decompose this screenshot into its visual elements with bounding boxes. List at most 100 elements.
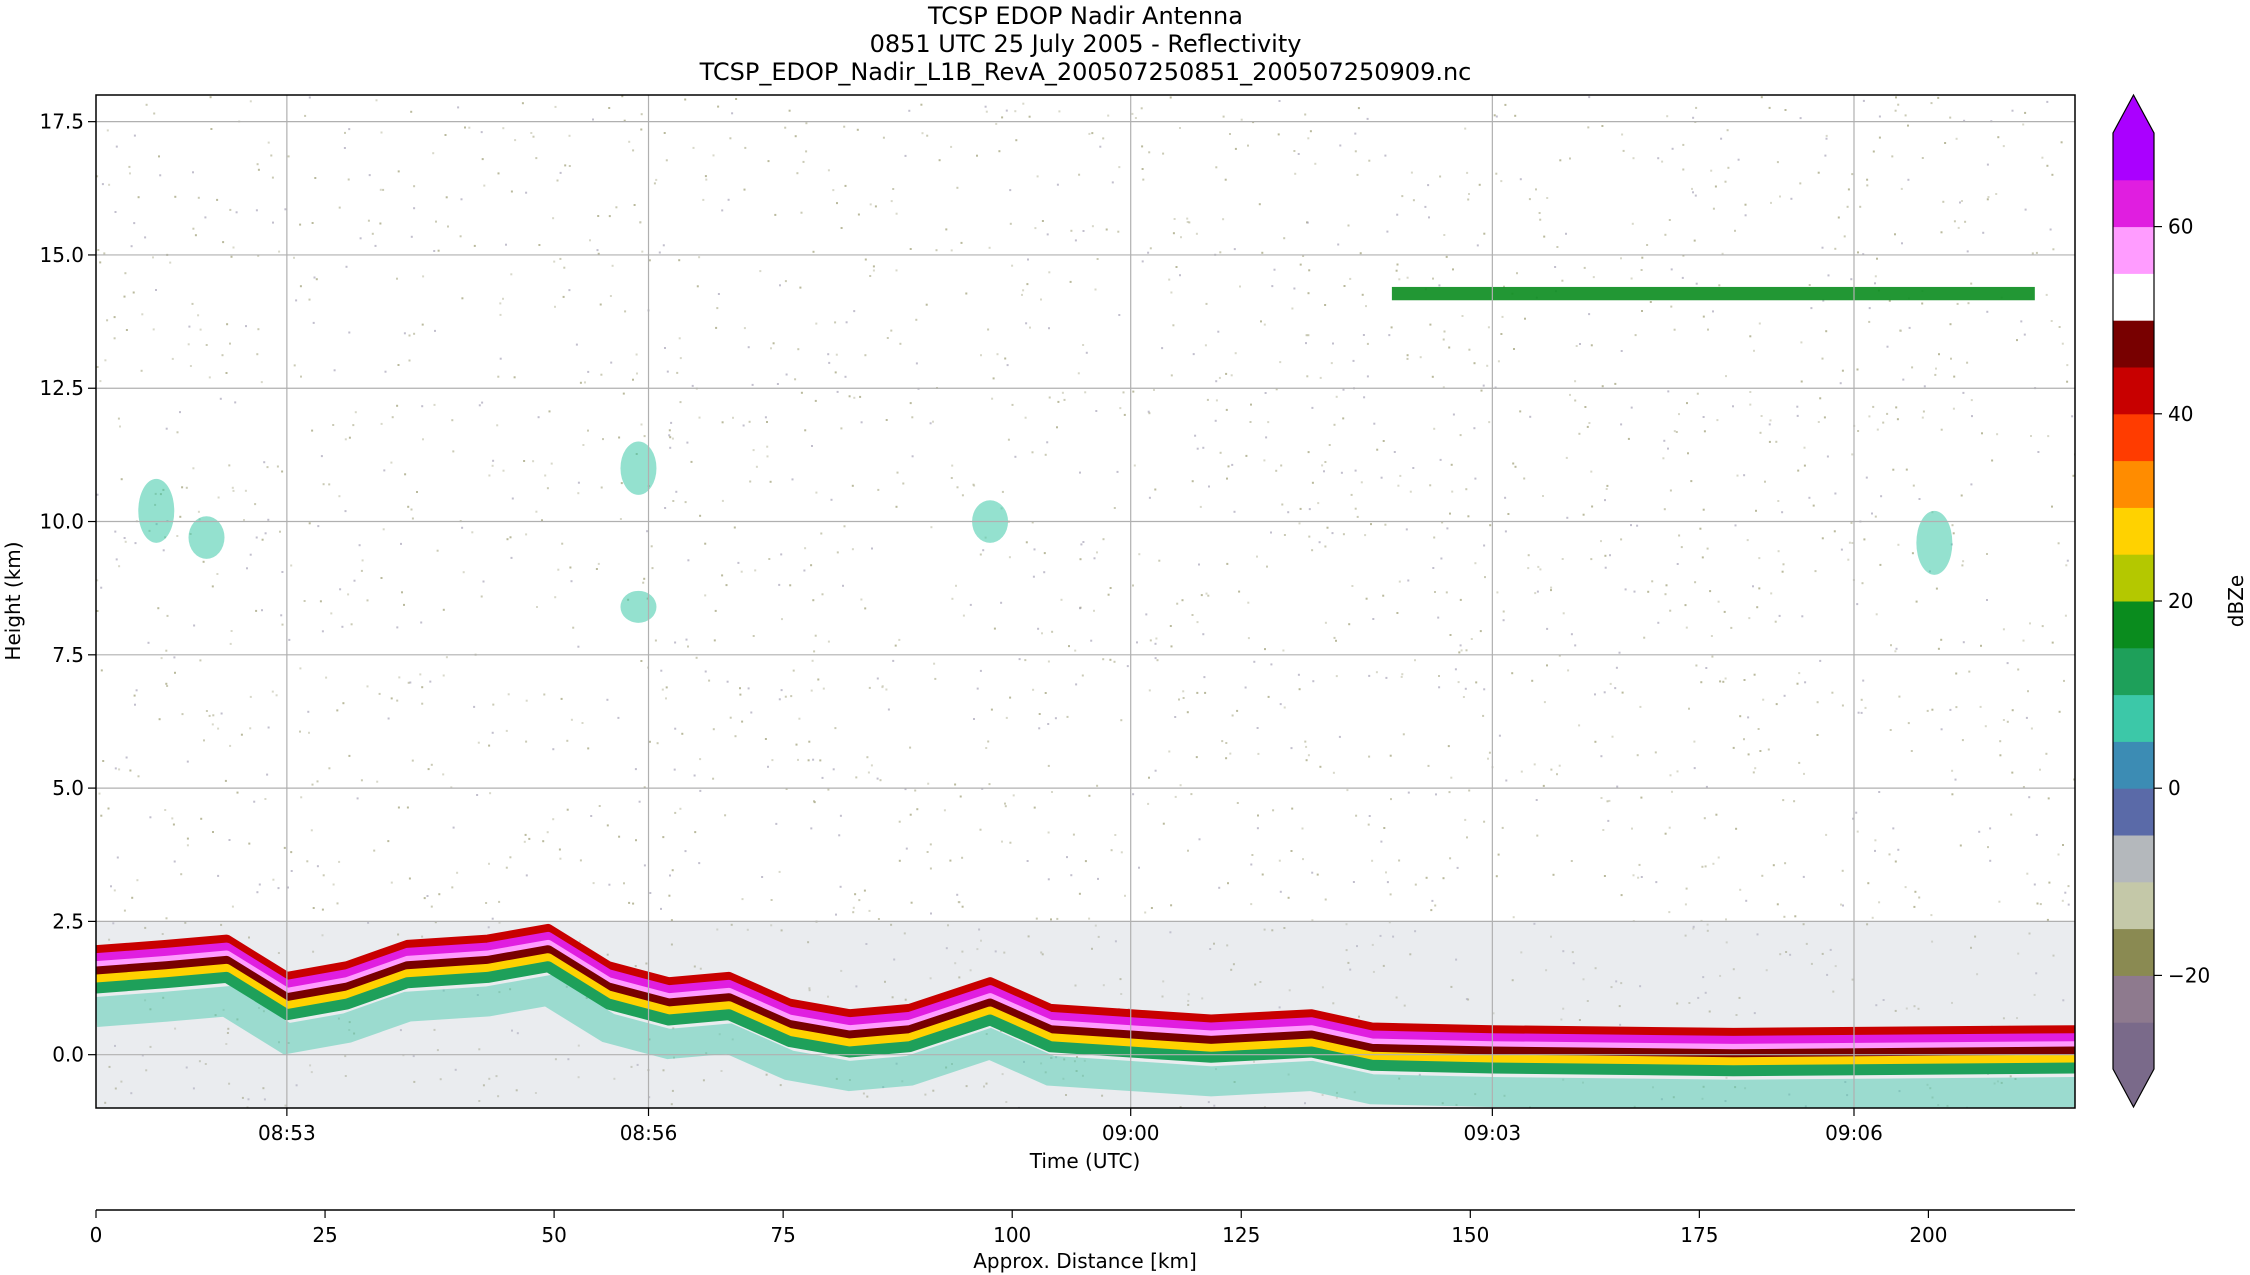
noise-speck bbox=[731, 112, 734, 115]
noise-speck bbox=[1279, 703, 1282, 706]
noise-speck bbox=[729, 137, 732, 140]
noise-speck bbox=[1513, 348, 1515, 350]
noise-speck bbox=[338, 495, 341, 498]
noise-speck bbox=[881, 685, 884, 688]
noise-speck bbox=[1078, 892, 1081, 895]
noise-speck bbox=[1747, 753, 1750, 756]
noise-speck bbox=[1172, 232, 1175, 235]
noise-speck bbox=[686, 441, 689, 444]
noise-speck bbox=[1569, 393, 1571, 396]
noise-speck bbox=[1702, 1085, 1705, 1088]
noise-speck bbox=[1250, 863, 1253, 866]
noise-speck bbox=[1066, 715, 1069, 718]
noise-speck bbox=[1186, 217, 1189, 220]
noise-speck bbox=[1070, 874, 1073, 877]
noise-speck bbox=[153, 112, 156, 115]
noise-speck bbox=[1450, 463, 1453, 466]
noise-speck bbox=[1846, 1094, 1849, 1097]
noise-speck bbox=[2011, 771, 2014, 774]
noise-speck bbox=[108, 938, 111, 941]
noise-speck bbox=[229, 642, 232, 645]
noise-speck bbox=[687, 559, 690, 562]
noise-speck bbox=[487, 926, 490, 929]
noise-speck bbox=[258, 883, 261, 886]
noise-speck bbox=[505, 243, 507, 246]
noise-speck bbox=[473, 244, 476, 247]
noise-speck bbox=[144, 236, 147, 239]
noise-speck bbox=[102, 760, 105, 762]
noise-speck bbox=[813, 800, 815, 803]
noise-speck bbox=[991, 397, 994, 400]
noise-speck bbox=[217, 727, 220, 730]
noise-speck bbox=[457, 106, 460, 109]
noise-speck bbox=[1055, 1056, 1058, 1059]
noise-speck bbox=[128, 165, 131, 168]
noise-speck bbox=[390, 881, 393, 884]
noise-speck bbox=[312, 907, 315, 909]
noise-speck bbox=[822, 687, 825, 690]
noise-speck bbox=[1833, 530, 1836, 533]
noise-speck bbox=[96, 493, 99, 496]
noise-speck bbox=[2033, 883, 2036, 886]
noise-speck bbox=[995, 122, 998, 125]
noise-speck bbox=[1324, 621, 1327, 624]
noise-speck bbox=[266, 773, 269, 776]
noise-speck bbox=[851, 548, 854, 551]
colorbar-band bbox=[2113, 975, 2154, 1023]
noise-speck bbox=[1822, 299, 1825, 302]
noise-speck bbox=[1588, 313, 1591, 316]
noise-speck bbox=[636, 1063, 639, 1066]
noise-speck bbox=[1536, 590, 1539, 593]
noise-speck bbox=[1749, 335, 1752, 338]
noise-speck bbox=[1386, 230, 1389, 233]
noise-speck bbox=[2045, 752, 2048, 755]
noise-speck bbox=[1464, 687, 1467, 690]
noise-speck bbox=[315, 278, 318, 281]
noise-speck bbox=[413, 185, 416, 188]
noise-speck bbox=[222, 1008, 225, 1011]
noise-speck bbox=[208, 714, 211, 717]
noise-speck bbox=[1466, 171, 1469, 174]
noise-speck bbox=[137, 775, 140, 778]
noise-speck bbox=[1283, 534, 1286, 536]
noise-speck bbox=[149, 1008, 152, 1011]
noise-speck bbox=[1283, 237, 1286, 240]
noise-speck bbox=[191, 302, 194, 305]
noise-speck bbox=[1382, 964, 1385, 967]
noise-speck bbox=[1931, 1096, 1934, 1099]
noise-speck bbox=[262, 1087, 265, 1090]
noise-speck bbox=[1483, 688, 1486, 691]
noise-speck bbox=[1126, 665, 1129, 668]
noise-speck bbox=[898, 638, 901, 641]
noise-speck bbox=[1366, 342, 1369, 345]
noise-speck bbox=[987, 740, 990, 743]
noise-speck bbox=[1614, 382, 1617, 385]
noise-speck bbox=[636, 372, 638, 375]
noise-speck bbox=[955, 584, 957, 587]
noise-speck bbox=[1918, 498, 1921, 500]
noise-speck bbox=[1637, 876, 1640, 879]
noise-speck bbox=[1582, 513, 1585, 516]
noise-speck bbox=[1109, 587, 1112, 589]
noise-speck bbox=[860, 598, 863, 601]
noise-speck bbox=[648, 259, 651, 262]
noise-speck bbox=[1732, 746, 1735, 749]
noise-speck bbox=[261, 609, 263, 612]
noise-speck bbox=[1590, 344, 1593, 347]
noise-speck bbox=[1664, 832, 1667, 835]
noise-speck bbox=[1011, 403, 1014, 406]
noise-speck bbox=[509, 988, 512, 991]
noise-speck bbox=[1594, 967, 1597, 970]
noise-speck bbox=[1701, 1097, 1704, 1100]
noise-speck bbox=[336, 902, 339, 905]
noise-speck bbox=[1009, 189, 1012, 192]
noise-speck bbox=[308, 96, 311, 99]
noise-speck bbox=[1470, 638, 1473, 640]
noise-speck bbox=[1592, 276, 1595, 279]
noise-speck bbox=[1205, 302, 1208, 305]
noise-speck bbox=[120, 478, 123, 481]
noise-speck bbox=[2026, 872, 2029, 875]
noise-speck bbox=[1638, 863, 1641, 866]
noise-speck bbox=[123, 537, 126, 539]
noise-speck bbox=[1632, 157, 1635, 160]
